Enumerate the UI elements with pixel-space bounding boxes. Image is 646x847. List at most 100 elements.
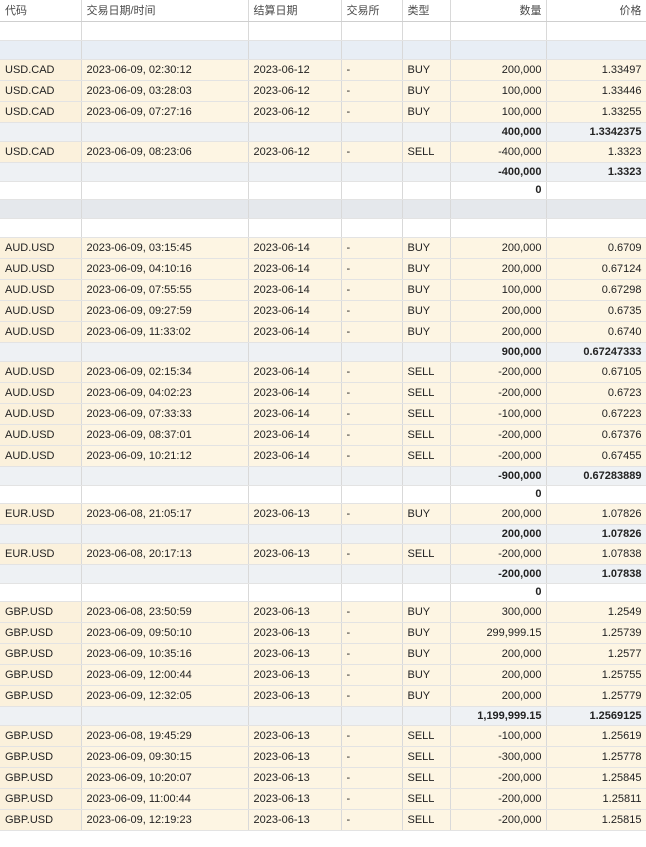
datetime-cell: 2023-06-09, 03:15:45 [81, 237, 249, 259]
table-row: AUD.USD 2023-06-09, 03:15:45 2023-06-14- BU… [0, 237, 646, 259]
empty-cell [81, 524, 249, 544]
empty-cell [0, 162, 82, 182]
header-datetime[interactable]: 交易日期/时间 [81, 0, 249, 22]
empty-cell [402, 564, 451, 584]
table-row: AUD.USD 2023-06-09, 07:55:55 2023-06-14- BU… [0, 279, 646, 301]
exchange-cell: - [341, 543, 403, 565]
header-symbol[interactable]: 代码 [0, 0, 82, 22]
type-cell: BUY [402, 300, 451, 322]
type-cell: SELL [402, 788, 451, 810]
table-row: EUR.USD 2023-06-08, 21:05:17 2023-06-13- BU… [0, 503, 646, 525]
quantity-cell: 200,000 [450, 59, 547, 81]
symbol-cell: GBP.USD [0, 643, 82, 665]
symbol-cell: USD.CAD [0, 101, 82, 123]
net-price [546, 181, 646, 200]
price-cell: 0.67124 [546, 258, 646, 280]
exchange-cell: - [341, 361, 403, 383]
type-cell: BUY [402, 279, 451, 301]
empty-cell [248, 706, 342, 726]
datetime-cell: 2023-06-09, 10:20:07 [81, 767, 249, 789]
empty-cell [341, 524, 403, 544]
type-cell: BUY [402, 237, 451, 259]
empty-cell [0, 218, 82, 238]
empty-cell [546, 40, 646, 60]
settle-date-cell: 2023-06-12 [248, 101, 342, 123]
settle-date-cell: 2023-06-14 [248, 300, 342, 322]
datetime-cell: 2023-06-09, 02:15:34 [81, 361, 249, 383]
exchange-cell: - [341, 321, 403, 343]
empty-cell [450, 199, 547, 219]
empty-cell [0, 199, 82, 219]
empty-cell [81, 342, 249, 362]
table-row: AUD.USD 2023-06-09, 09:27:59 2023-06-14- BU… [0, 300, 646, 322]
header-price[interactable]: 价格 [546, 0, 646, 22]
table-row: GBP.USD 2023-06-09, 11:00:44 2023-06-13- SE… [0, 788, 646, 810]
type-cell: SELL [402, 361, 451, 383]
subtotal-price: 0.67283889 [546, 466, 646, 486]
datetime-cell: 2023-06-09, 04:10:16 [81, 258, 249, 280]
datetime-cell: 2023-06-09, 10:21:12 [81, 445, 249, 467]
table-row: GBP.USD 2023-06-09, 10:35:16 2023-06-13- BU… [0, 643, 646, 665]
empty-cell [546, 21, 646, 41]
net-quantity: 0 [450, 485, 547, 504]
type-cell: BUY [402, 59, 451, 81]
empty-cell [248, 524, 342, 544]
empty-cell [341, 583, 403, 602]
subtotal-quantity: 900,000 [450, 342, 547, 362]
empty-cell [402, 524, 451, 544]
header-quantity[interactable]: 数量 [450, 0, 547, 22]
table-row: GBP.USD 2023-06-09, 12:00:44 2023-06-13- BU… [0, 664, 646, 686]
subtotal-row: 900,000 0.67247333 [0, 342, 646, 362]
type-cell: BUY [402, 503, 451, 525]
net-price [546, 485, 646, 504]
subtotal-quantity: 1,199,999.15 [450, 706, 547, 726]
price-cell: 0.6740 [546, 321, 646, 343]
symbol-cell: AUD.USD [0, 258, 82, 280]
quantity-cell: 200,000 [450, 321, 547, 343]
type-cell: SELL [402, 746, 451, 768]
settle-date-cell: 2023-06-14 [248, 403, 342, 425]
type-cell: SELL [402, 543, 451, 565]
empty-cell [341, 218, 403, 238]
table-row: AUD.USD 2023-06-09, 07:33:33 2023-06-14- SE… [0, 403, 646, 425]
empty-cell [81, 21, 249, 41]
table-row: USD.CAD 2023-06-09, 02:30:12 2023-06-12- BU… [0, 59, 646, 81]
subtotal-row: 200,000 1.07826 [0, 524, 646, 544]
table-row: USD.CAD 2023-06-09, 03:28:03 2023-06-12- BU… [0, 80, 646, 102]
exchange-cell: - [341, 258, 403, 280]
empty-cell [546, 199, 646, 219]
datetime-cell: 2023-06-09, 07:27:16 [81, 101, 249, 123]
table-row: USD.CAD 2023-06-09, 07:27:16 2023-06-12- BU… [0, 101, 646, 123]
net-position-row: 0 [0, 181, 646, 200]
exchange-cell: - [341, 80, 403, 102]
table-header: 代码 交易日期/时间 结算日期 交易所 类型 数量 价格 [0, 0, 646, 22]
empty-cell [0, 342, 82, 362]
datetime-cell: 2023-06-09, 09:50:10 [81, 622, 249, 644]
quantity-cell: -100,000 [450, 725, 547, 747]
empty-cell [450, 218, 547, 238]
empty-cell [0, 40, 82, 60]
settle-date-cell: 2023-06-14 [248, 382, 342, 404]
header-exchange[interactable]: 交易所 [341, 0, 403, 22]
quantity-cell: -400,000 [450, 141, 547, 163]
quantity-cell: -200,000 [450, 809, 547, 831]
net-position-row: 0 [0, 583, 646, 602]
table-row: EUR.USD 2023-06-08, 20:17:13 2023-06-13- SE… [0, 543, 646, 565]
exchange-cell: - [341, 622, 403, 644]
price-cell: 1.3323 [546, 141, 646, 163]
header-type[interactable]: 类型 [402, 0, 451, 22]
type-cell: BUY [402, 643, 451, 665]
subtotal-price: 1.2569125 [546, 706, 646, 726]
section-separator-row [0, 199, 646, 219]
quantity-cell: 100,000 [450, 80, 547, 102]
subtotal-price: 1.3323 [546, 162, 646, 182]
empty-cell [81, 199, 249, 219]
table-body: USD.CAD 2023-06-09, 02:30:12 2023-06-12- BU… [0, 21, 646, 831]
quantity-cell: 200,000 [450, 503, 547, 525]
datetime-cell: 2023-06-09, 12:00:44 [81, 664, 249, 686]
type-cell: BUY [402, 664, 451, 686]
exchange-cell: - [341, 382, 403, 404]
symbol-cell: GBP.USD [0, 664, 82, 686]
subtotal-row: 1,199,999.15 1.2569125 [0, 706, 646, 726]
header-settle-date[interactable]: 结算日期 [248, 0, 342, 22]
